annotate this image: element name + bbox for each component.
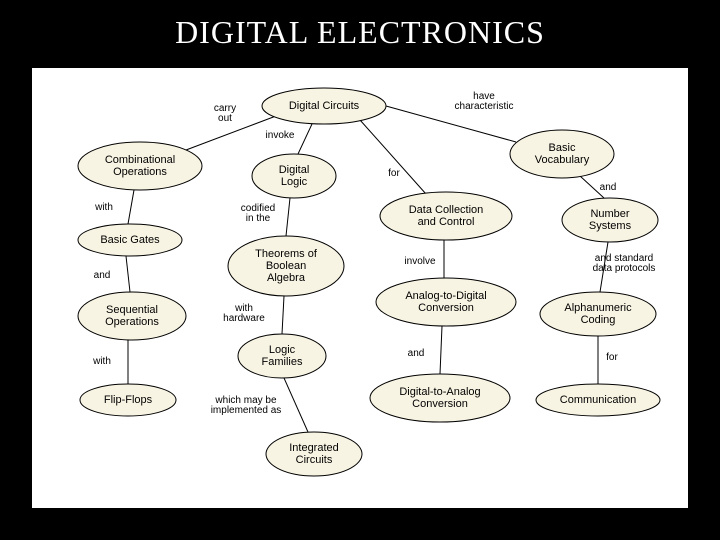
- node-label: Number: [590, 208, 629, 220]
- edge-logicfam-intcirc: [284, 378, 308, 432]
- edge-label: in the: [246, 213, 271, 224]
- edge-label: and: [94, 270, 111, 281]
- node-label: Operations: [113, 166, 167, 178]
- node-label: Integrated: [289, 442, 339, 454]
- edge-label: with: [92, 356, 111, 367]
- node-label: Basic: [549, 142, 576, 154]
- node-label: Data Collection: [409, 204, 484, 216]
- node-label: Digital: [279, 164, 310, 176]
- edge-label: hardware: [223, 313, 265, 324]
- node-label: Conversion: [412, 398, 468, 410]
- node-label: Analog-to-Digital: [405, 290, 486, 302]
- edge-label: and: [408, 348, 425, 359]
- node-label: Flip-Flops: [104, 394, 153, 406]
- edge-label: data protocols: [593, 263, 656, 274]
- node-label: and Control: [418, 216, 475, 228]
- edge-label: characteristic: [455, 101, 514, 112]
- edge-theorems-logicfam: [282, 296, 284, 334]
- edge-basicgates-seqops: [126, 256, 130, 292]
- edge-label: implemented as: [211, 405, 282, 416]
- edge-label: and: [600, 182, 617, 193]
- node-label: Boolean: [266, 260, 306, 272]
- node-label: Logic: [281, 176, 308, 188]
- node-label: Families: [262, 356, 303, 368]
- edge-diglogic-theorems: [286, 198, 290, 236]
- node-label: Operations: [105, 316, 159, 328]
- node-label: Conversion: [418, 302, 474, 314]
- node-label: Algebra: [267, 272, 306, 284]
- node-label: Combinational: [105, 154, 175, 166]
- node-label: Digital-to-Analog: [399, 386, 480, 398]
- node-label: Systems: [589, 220, 632, 232]
- node-label: Vocabulary: [535, 154, 590, 166]
- edge-adc-dac: [440, 326, 442, 374]
- edge-label: invoke: [266, 130, 295, 141]
- edge-digcirc-diglogic: [298, 124, 312, 154]
- node-label: Theorems of: [255, 248, 318, 260]
- edge-digcirc-datacoll: [360, 120, 426, 194]
- node-label: Alphanumeric: [564, 302, 632, 314]
- node-label: Logic: [269, 344, 296, 356]
- node-label: Coding: [581, 314, 616, 326]
- edge-label: involve: [404, 256, 436, 267]
- page-title: DIGITAL ELECTRONICS: [0, 14, 720, 51]
- node-label: Sequential: [106, 304, 158, 316]
- edge-combops-basicgates: [128, 190, 134, 224]
- edge-label: for: [606, 352, 618, 363]
- edge-label: for: [388, 168, 400, 179]
- node-label: Communication: [560, 394, 636, 406]
- edge-label: with: [94, 202, 113, 213]
- edge-label: out: [218, 113, 232, 124]
- node-label: Basic Gates: [100, 234, 160, 246]
- concept-map: carryoutinvokeforhavecharacteristicwithc…: [32, 68, 688, 508]
- node-label: Circuits: [296, 454, 333, 466]
- node-label: Digital Circuits: [289, 100, 360, 112]
